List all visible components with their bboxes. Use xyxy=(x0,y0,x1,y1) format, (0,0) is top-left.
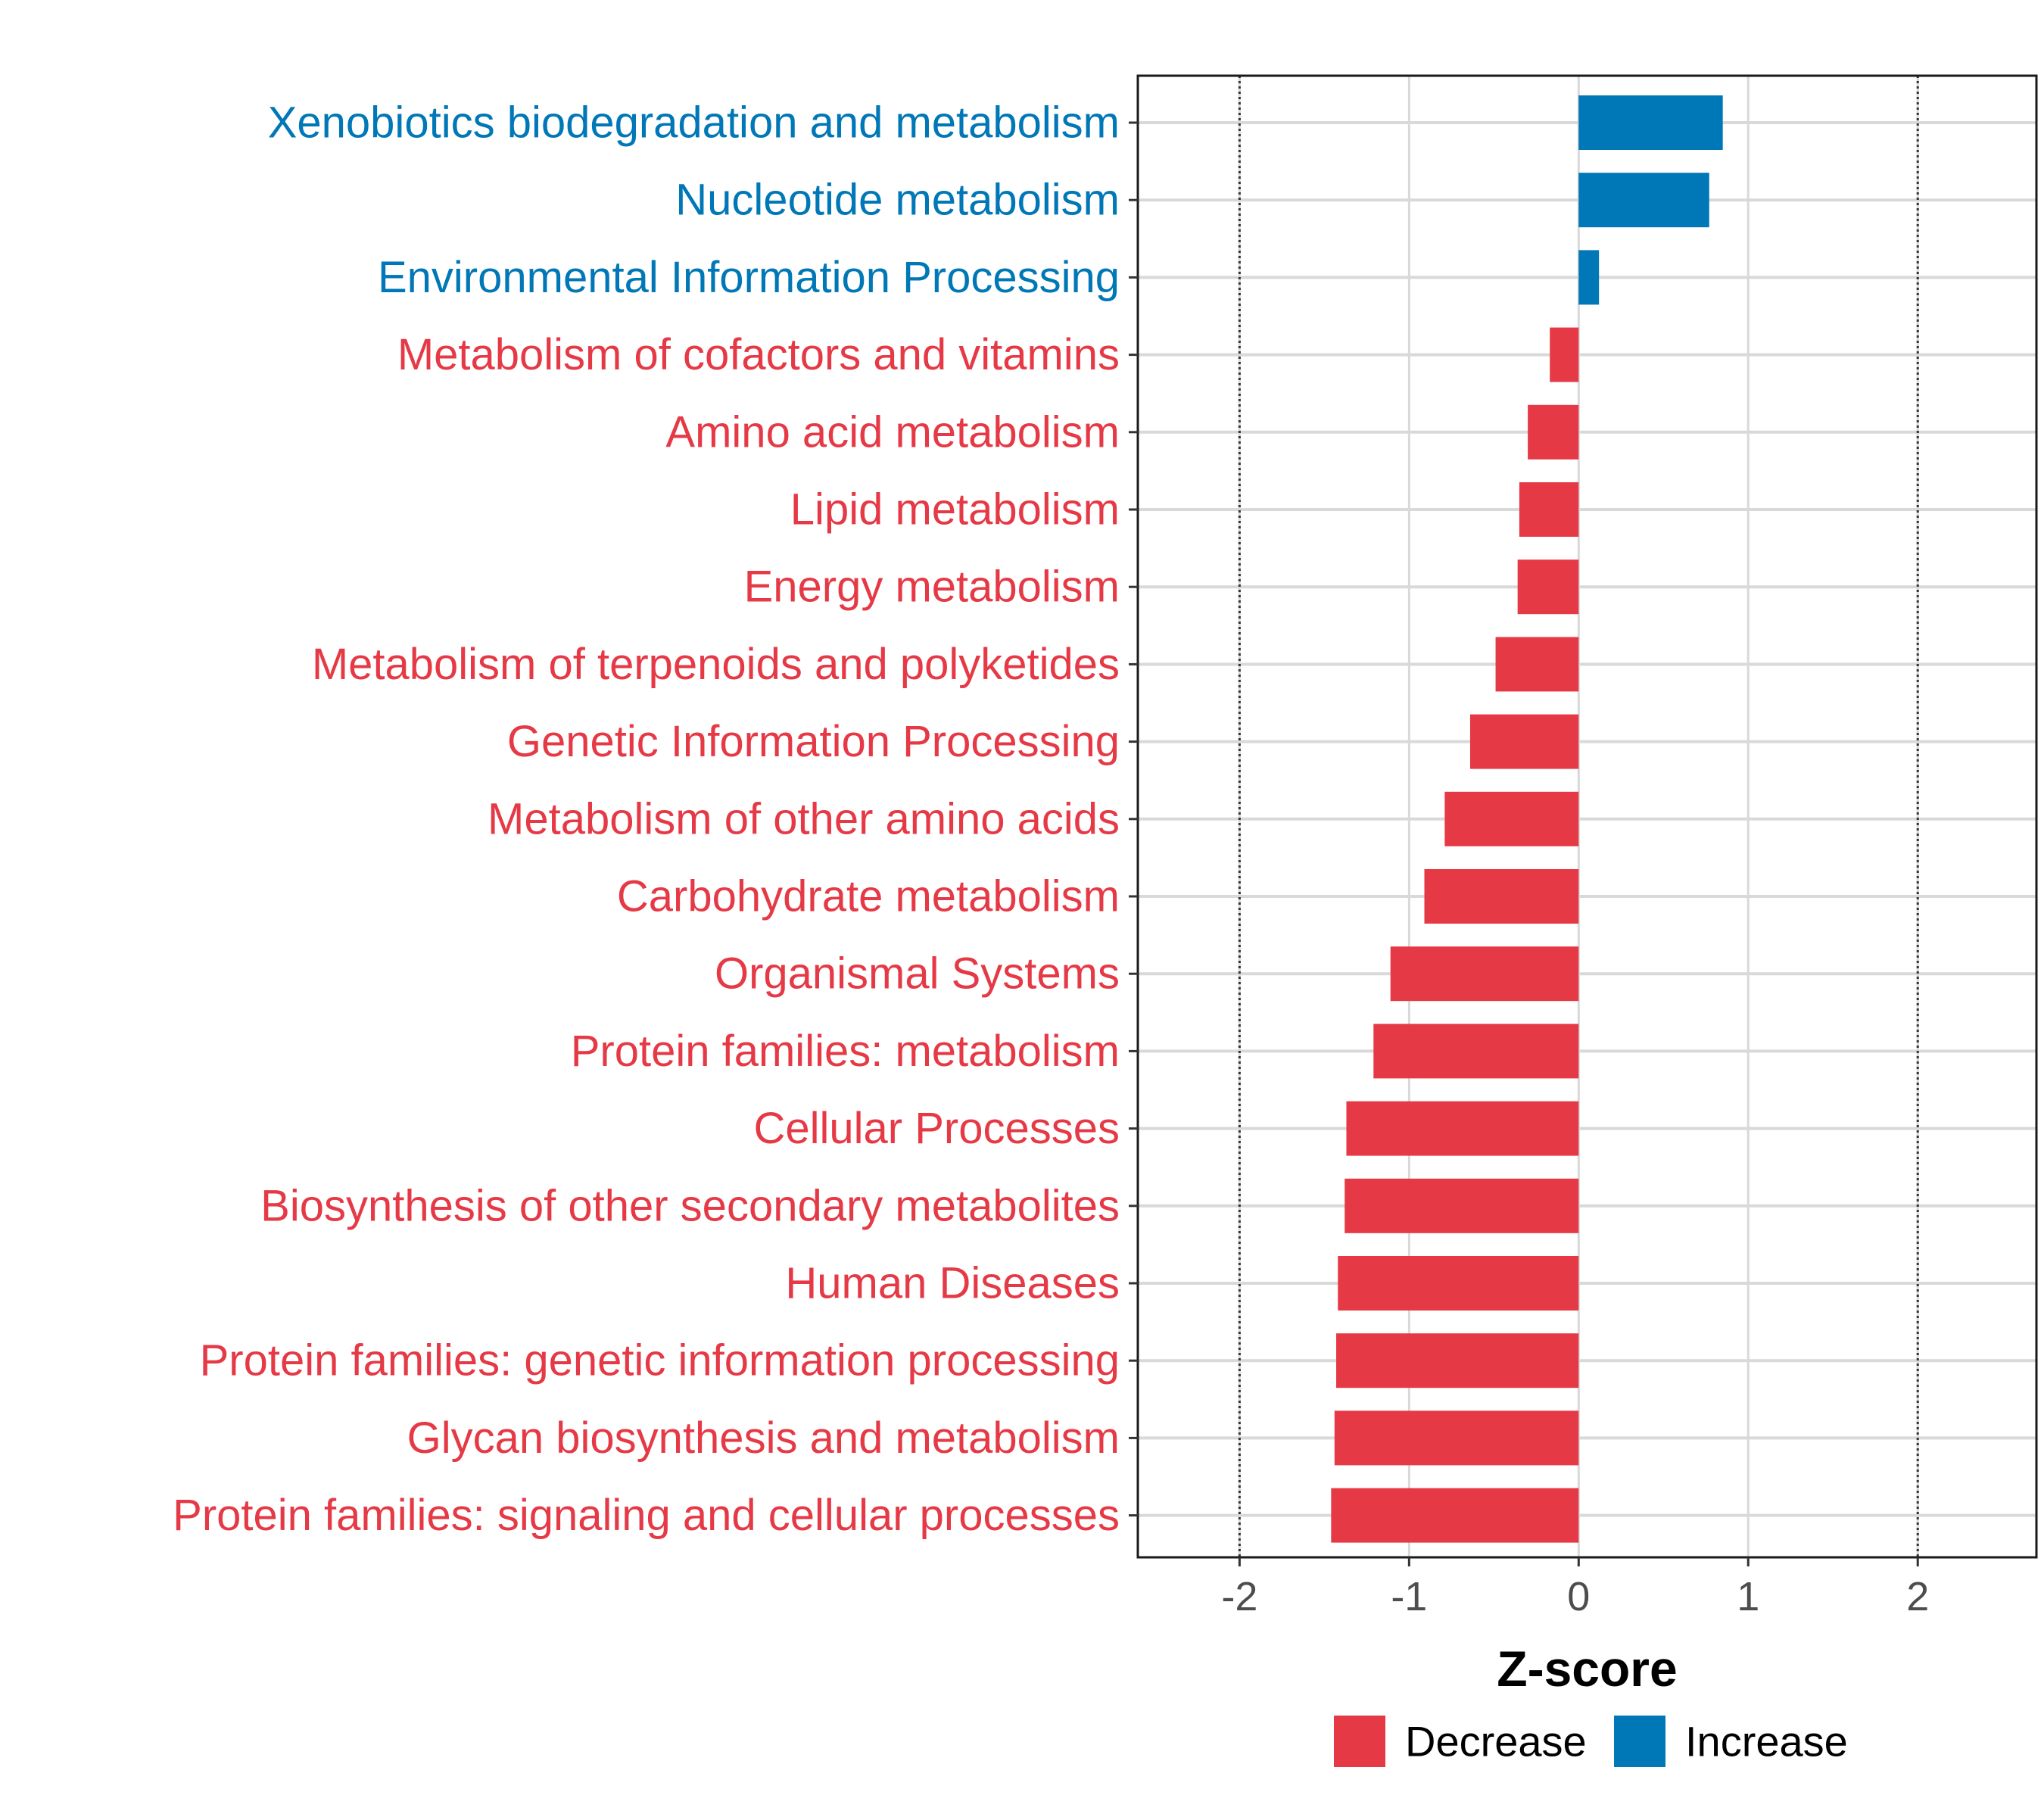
category-label: Protein families: metabolism xyxy=(571,1027,1120,1076)
bar xyxy=(1550,327,1579,382)
x-tick-label: 2 xyxy=(1906,1574,1929,1619)
legend-swatch xyxy=(1334,1716,1385,1767)
x-tick-label: 0 xyxy=(1567,1574,1590,1619)
bar xyxy=(1578,173,1709,228)
category-label: Protein families: signaling and cellular… xyxy=(173,1491,1120,1540)
bar xyxy=(1331,1488,1579,1543)
bar xyxy=(1528,404,1579,460)
x-tick-label: -2 xyxy=(1221,1574,1257,1619)
category-label: Organismal Systems xyxy=(715,949,1120,999)
category-label: Energy metabolism xyxy=(744,563,1120,612)
category-label: Biosynthesis of other secondary metaboli… xyxy=(260,1181,1120,1230)
category-label: Metabolism of cofactors and vitamins xyxy=(397,330,1120,379)
x-tick-label: 1 xyxy=(1737,1574,1759,1619)
category-label: Environmental Information Processing xyxy=(378,253,1120,302)
category-label: Xenobiotics biodegradation and metabolis… xyxy=(268,98,1120,148)
category-label: Human Diseases xyxy=(785,1259,1120,1308)
bar xyxy=(1334,1410,1579,1466)
labels-layer: Xenobiotics biodegradation and metabolis… xyxy=(173,98,1929,1620)
bar xyxy=(1338,1256,1579,1311)
category-label: Metabolism of terpenoids and polyketides xyxy=(312,640,1120,689)
x-axis-title: Z-score xyxy=(1497,1641,1677,1697)
bars-layer xyxy=(1331,95,1723,1543)
panel-border xyxy=(1136,74,2038,1559)
bar xyxy=(1578,95,1723,150)
legend: Decrease Increase xyxy=(1334,1716,1848,1767)
bar xyxy=(1346,1101,1579,1156)
bar xyxy=(1469,714,1579,769)
category-label: Carbohydrate metabolism xyxy=(617,872,1120,921)
bar xyxy=(1336,1333,1579,1388)
category-label: Cellular Processes xyxy=(753,1104,1120,1153)
bar xyxy=(1517,559,1579,615)
category-label: Protein families: genetic information pr… xyxy=(200,1336,1120,1385)
category-label: Genetic Information Processing xyxy=(507,717,1120,766)
legend-label: Increase xyxy=(1685,1718,1848,1766)
category-label: Nucleotide metabolism xyxy=(675,176,1120,225)
category-label: Metabolism of other amino acids xyxy=(488,794,1120,843)
category-label: Glycan biosynthesis and metabolism xyxy=(407,1413,1120,1463)
bar xyxy=(1578,250,1600,305)
bar xyxy=(1344,1178,1579,1233)
ticks-layer xyxy=(1129,121,1919,1566)
category-label: Amino acid metabolism xyxy=(665,407,1120,457)
bar xyxy=(1444,791,1579,846)
grid-layer xyxy=(1138,76,2036,1557)
bar xyxy=(1495,637,1579,692)
bar xyxy=(1390,946,1579,1002)
category-label: Lipid metabolism xyxy=(790,485,1120,535)
bar xyxy=(1519,482,1579,537)
x-tick-label: -1 xyxy=(1391,1574,1427,1619)
legend-swatch xyxy=(1614,1716,1665,1767)
bar xyxy=(1373,1024,1579,1079)
bar xyxy=(1424,869,1579,924)
legend-label: Decrease xyxy=(1405,1718,1587,1766)
